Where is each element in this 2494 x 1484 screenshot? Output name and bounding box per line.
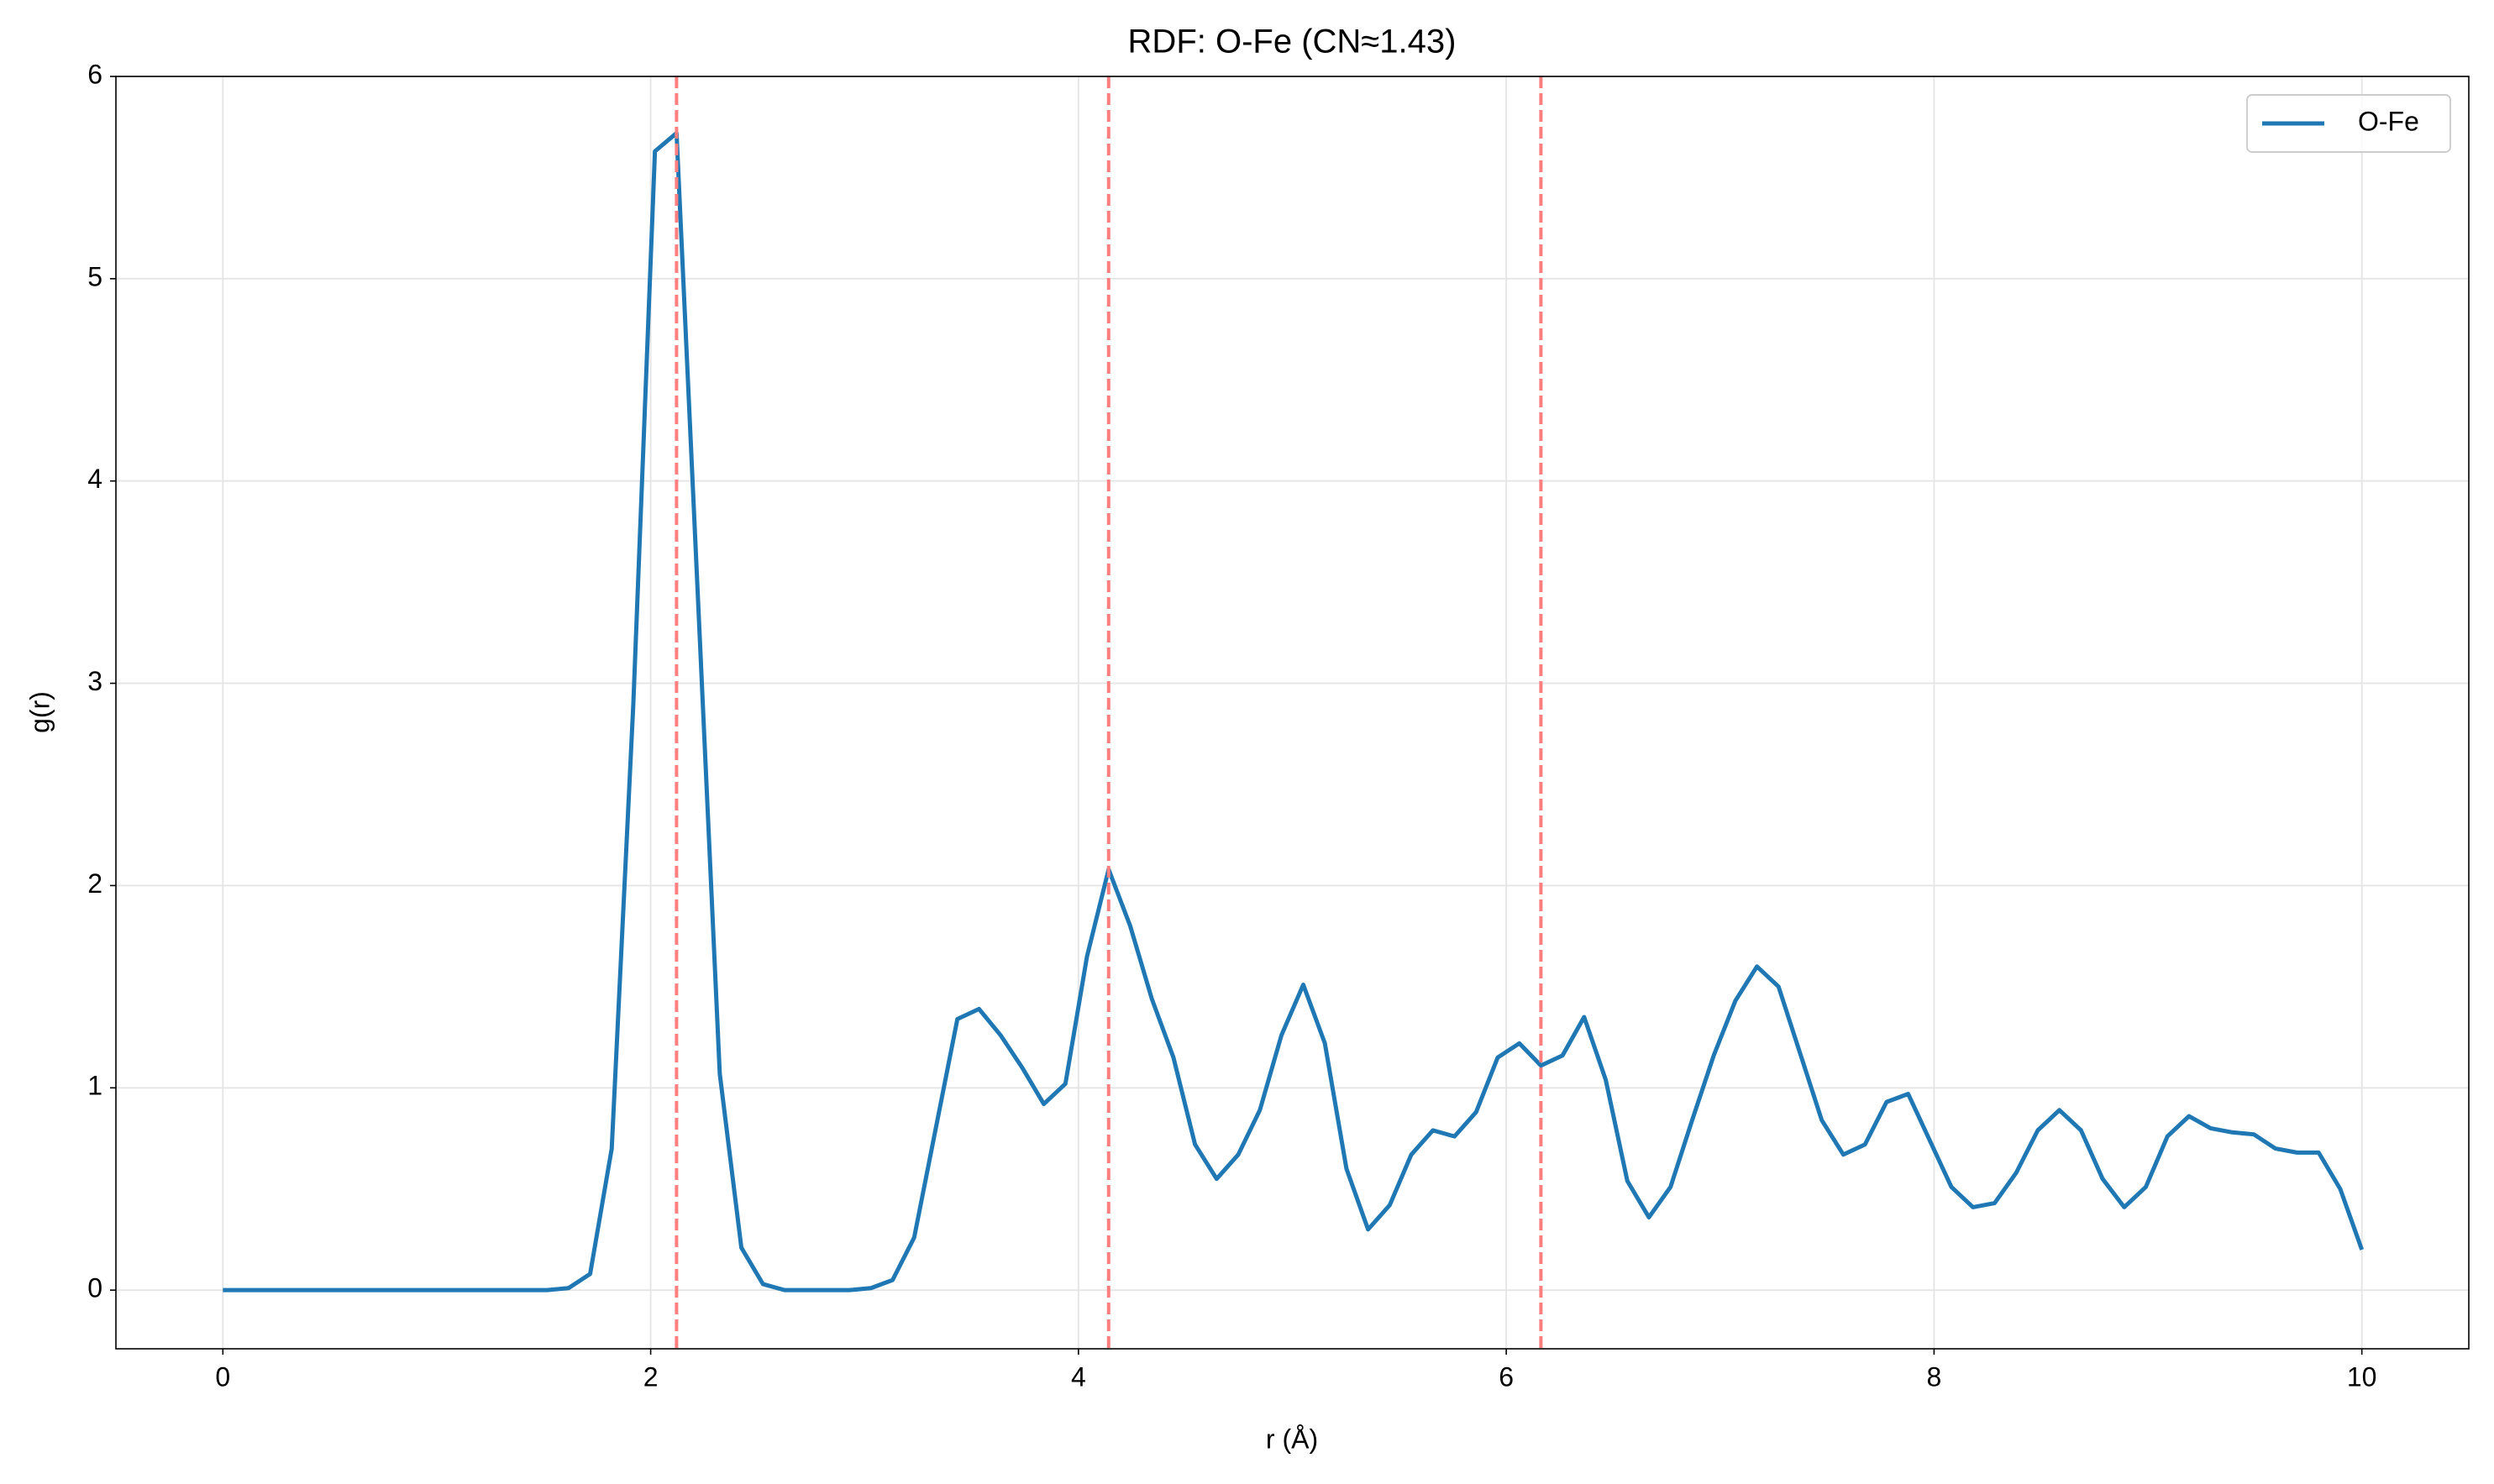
x-tick-label: 4	[1071, 1361, 1086, 1392]
y-axis-label: g(r)	[24, 691, 55, 733]
x-tick-label: 8	[1927, 1361, 1942, 1392]
y-tick-label: 5	[87, 261, 102, 291]
plot-frame	[115, 76, 2470, 1350]
y-tick-label: 2	[87, 868, 102, 899]
legend: O-Fe	[2246, 94, 2451, 153]
legend-box	[2246, 94, 2451, 153]
y-tick-label: 6	[87, 59, 102, 89]
x-tick-label: 6	[1499, 1361, 1514, 1392]
y-tick-label: 3	[87, 666, 102, 696]
chart-title: RDF: O-Fe (CN≈1.43)	[1128, 24, 1457, 60]
x-tick-label: 10	[2347, 1361, 2377, 1392]
y-tick-label: 4	[87, 464, 102, 494]
y-tick-label: 0	[87, 1273, 102, 1303]
legend-label: O-Fe	[2358, 106, 2419, 136]
x-tick-label: 0	[215, 1361, 230, 1392]
data-line	[223, 130, 2365, 1293]
x-axis-label: r (Å)	[1266, 1424, 1318, 1454]
y-tick-label: 1	[87, 1071, 102, 1101]
x-tick-label: 2	[643, 1361, 659, 1392]
